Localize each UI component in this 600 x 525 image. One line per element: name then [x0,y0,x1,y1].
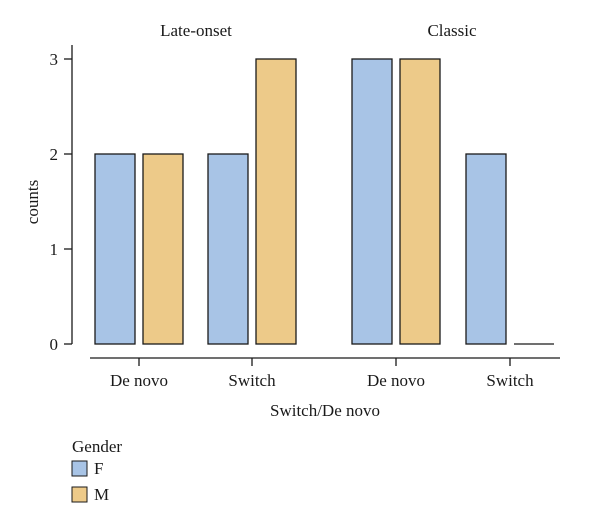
bars [94,58,554,345]
legend-label-m: M [94,485,109,504]
facet-titles: Late-onset Classic [160,21,477,40]
bar-m [142,153,184,345]
legend: Gender FM [71,437,122,504]
y-axis: counts 0 1 2 3 [23,45,73,354]
x-tick-label: De novo [110,371,168,390]
legend-title: Gender [72,437,122,456]
bar-f [94,153,136,345]
x-tick-label: Switch [228,371,276,390]
facet-title: Classic [427,21,477,40]
legend-swatch-m [71,486,88,503]
y-tick-label: 1 [50,240,59,259]
bar-m [255,58,297,345]
legend-label-f: F [94,459,103,478]
bar-m [399,58,441,345]
bar-f [207,153,249,345]
x-tick-label: De novo [367,371,425,390]
y-tick-label: 3 [50,50,59,69]
y-tick-label: 0 [50,335,59,354]
bar-f [465,153,507,345]
x-axis: Switch/De novo De novo Switch De novo Switc… [90,357,560,420]
x-axis-title: Switch/De novo [270,401,380,420]
facet-title: Late-onset [160,21,232,40]
bar-f [351,58,393,345]
x-tick-label: Switch [486,371,534,390]
legend-swatch-f [71,460,88,477]
y-tick-label: 2 [50,145,59,164]
y-axis-title: counts [23,180,42,224]
